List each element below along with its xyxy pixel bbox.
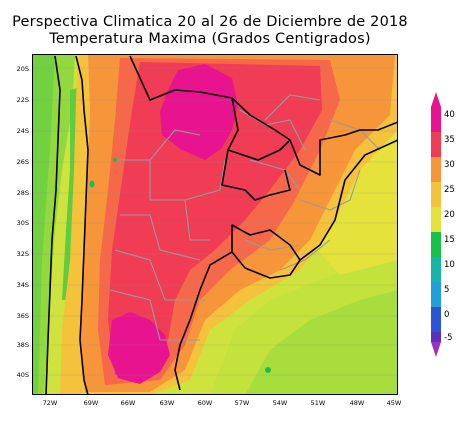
lon-label: 57W xyxy=(234,399,250,407)
colorbar-tick-label: 30 xyxy=(444,160,455,170)
map-subtitle: Temperatura Maxima (Grados Centigrados) xyxy=(49,31,371,47)
lon-label: 48W xyxy=(349,399,365,407)
colorbar-band-35 xyxy=(431,132,441,157)
lon-label: 63W xyxy=(159,399,175,407)
lat-label: 28S xyxy=(16,189,29,197)
atlantic-south-green-zone xyxy=(245,290,398,395)
colorbar-tick-label: -5 xyxy=(444,333,453,343)
green-spot xyxy=(265,367,271,373)
colorbar-tick-label: 35 xyxy=(444,135,455,145)
graticule xyxy=(32,67,398,376)
lon-label: 51W xyxy=(310,399,326,407)
colorbar-top-arrow xyxy=(431,92,441,107)
lat-label: 36S xyxy=(16,312,29,320)
lat-label: 26S xyxy=(16,158,29,166)
lat-label: 22S xyxy=(16,96,29,104)
colorbar-band-30 xyxy=(431,157,441,182)
hotspot-north xyxy=(160,64,238,160)
colorbar-tick-label: 40 xyxy=(444,110,455,120)
colorbar-band-25 xyxy=(431,182,441,207)
lat-label: 38S xyxy=(16,341,29,349)
colorbar-tick-label: 0 xyxy=(444,310,450,320)
national-borders xyxy=(45,55,398,395)
lon-label: 45W xyxy=(386,399,402,407)
lon-label: 66W xyxy=(120,399,136,407)
colorbar xyxy=(431,92,441,357)
colorbar-tick-label: 20 xyxy=(444,210,455,220)
colorbar-tick-label: 5 xyxy=(444,285,450,295)
colorbar-tick-label: 25 xyxy=(444,185,455,195)
red-zone xyxy=(108,62,322,375)
lat-label: 24S xyxy=(16,127,29,135)
lat-label: 32S xyxy=(16,250,29,258)
colorbar-tick-label: 10 xyxy=(444,260,455,270)
lat-label: 30S xyxy=(16,219,29,227)
colorbar-bottom-arrow xyxy=(431,342,441,357)
colorbar-band-40 xyxy=(431,107,441,132)
pacific-deep-green-zone xyxy=(32,54,55,395)
lat-label: 34S xyxy=(16,281,29,289)
hotspot-south xyxy=(108,312,170,384)
colorbar-band-minus-5 xyxy=(431,332,441,342)
colorbar-band-5 xyxy=(431,282,441,307)
lon-label: 72W xyxy=(42,399,58,407)
lon-label: 60W xyxy=(197,399,213,407)
lat-label: 40S xyxy=(16,371,29,379)
colorbar-band-20 xyxy=(431,207,441,232)
colorbar-band-10 xyxy=(431,257,441,282)
colorbar-band-0 xyxy=(431,307,441,332)
green-spot xyxy=(113,158,117,162)
lat-label: 20S xyxy=(16,65,29,73)
lon-label: 69W xyxy=(83,399,99,407)
colorbar-band-15 xyxy=(431,232,441,257)
colorbar-tick-label: 15 xyxy=(444,235,455,245)
map-area xyxy=(32,54,398,395)
lon-label: 54W xyxy=(272,399,288,407)
green-spot xyxy=(89,180,95,188)
map-title: Perspectiva Climatica 20 al 26 de Diciem… xyxy=(12,14,408,30)
internal-borders xyxy=(109,94,381,341)
